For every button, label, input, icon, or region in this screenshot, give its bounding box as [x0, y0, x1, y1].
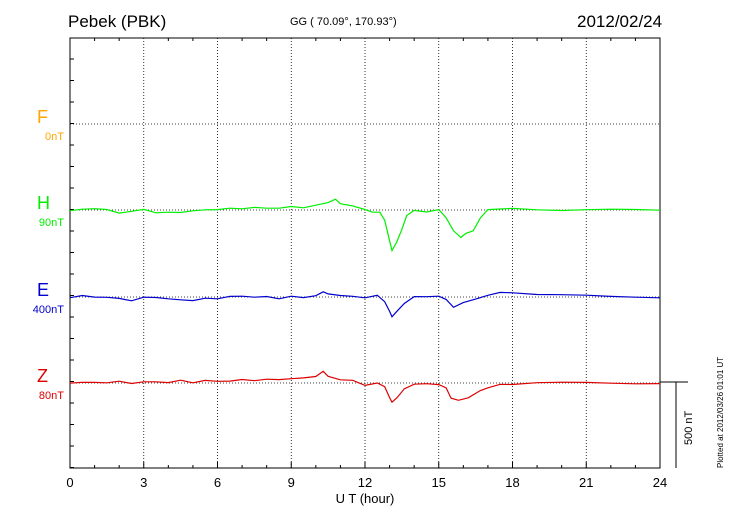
- trace-e: [69, 291, 661, 318]
- x-tick-label: 9: [288, 475, 295, 490]
- scale-bar: 500 nT: [660, 381, 695, 468]
- channel-label-h: H: [37, 193, 50, 213]
- x-tick-label: 24: [653, 475, 667, 490]
- channel-scale-e: 400nT: [32, 304, 64, 316]
- trace-z: [69, 370, 661, 404]
- x-tick-label: 12: [358, 475, 372, 490]
- x-axis-label: U T (hour): [336, 491, 395, 506]
- x-tick-label: 15: [432, 475, 446, 490]
- x-tick-label: 6: [214, 475, 221, 490]
- channel-label-e: E: [37, 280, 50, 300]
- station-title: Pebek (PBK): [68, 12, 167, 31]
- x-tick-label: 3: [140, 475, 147, 490]
- channel-scale-z: 80nT: [38, 390, 64, 402]
- x-tick-label: 18: [505, 475, 519, 490]
- channel-label-f: F: [37, 107, 48, 127]
- plotted-timestamp: Plotted at 2012/03/26 01:01 UT: [716, 356, 725, 468]
- channel-scale-h: 90nT: [38, 217, 64, 229]
- geographic-coords: GG ( 70.09°, 170.93°): [290, 16, 397, 28]
- channel-scale-f: 0nT: [45, 131, 64, 143]
- plot-frame: [69, 37, 661, 469]
- traces: [69, 198, 661, 404]
- x-tick-label: 21: [579, 475, 593, 490]
- date-label: 2012/02/24: [577, 12, 663, 31]
- trace-h: [69, 198, 661, 253]
- scale-bar-label: 500 nT: [683, 410, 695, 445]
- x-tick-label: 0: [66, 475, 73, 490]
- grid-lines: [70, 38, 660, 468]
- x-axis-ticks: 0 3 6 9 12 15 18 21 24: [66, 38, 667, 490]
- channel-label-z: Z: [37, 366, 48, 386]
